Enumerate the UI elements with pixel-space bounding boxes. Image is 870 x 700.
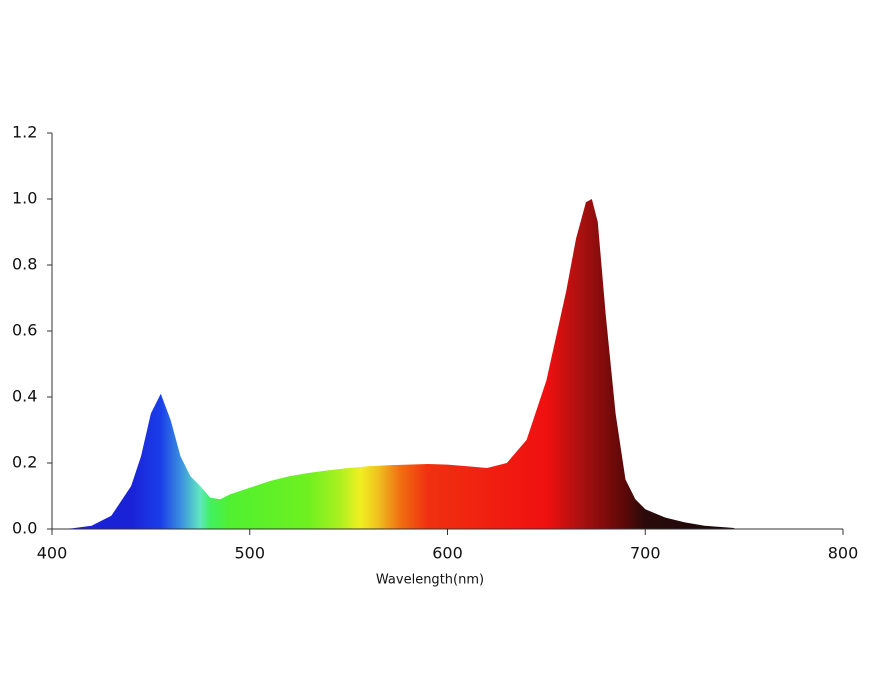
x-tick-label: 500 xyxy=(234,544,265,563)
x-tick-label: 400 xyxy=(37,544,68,563)
y-tick-label: 0.8 xyxy=(12,255,37,274)
x-tick-label: 600 xyxy=(432,544,463,563)
y-tick-label: 0.0 xyxy=(12,519,37,538)
y-tick-label: 0.4 xyxy=(12,387,37,406)
x-tick-label: 700 xyxy=(630,544,661,563)
x-axis-label: Wavelength(nm) xyxy=(376,573,484,588)
y-tick-label: 1.0 xyxy=(12,189,37,208)
x-tick-label: 800 xyxy=(828,544,859,563)
y-tick-label: 0.2 xyxy=(12,453,37,472)
y-tick-label: 0.6 xyxy=(12,321,37,340)
spectrum-area xyxy=(52,199,735,529)
y-tick-label: 1.2 xyxy=(12,123,37,142)
